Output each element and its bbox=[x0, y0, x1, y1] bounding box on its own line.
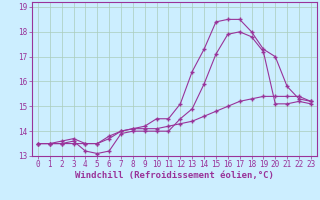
X-axis label: Windchill (Refroidissement éolien,°C): Windchill (Refroidissement éolien,°C) bbox=[75, 171, 274, 180]
